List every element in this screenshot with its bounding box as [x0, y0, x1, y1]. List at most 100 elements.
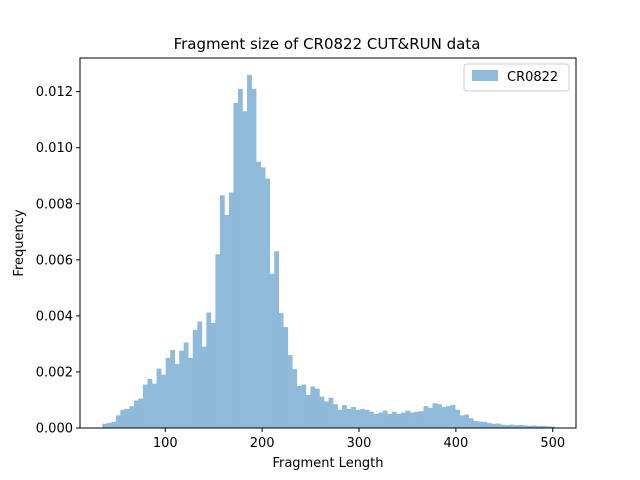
histogram-bar	[310, 386, 316, 428]
chart-title: Fragment size of CR0822 CUT&RUN data	[174, 35, 481, 53]
histogram-bar	[441, 406, 447, 428]
histogram-bar	[473, 420, 479, 428]
x-axis-ticks: 100 200 300 400 500	[153, 428, 565, 451]
histogram-bar	[518, 424, 524, 428]
histogram-bar	[482, 421, 488, 428]
histogram-bar	[133, 400, 139, 428]
histogram-bar	[432, 403, 438, 428]
y-tick-label: 0.006	[36, 253, 73, 268]
histogram-bar	[409, 412, 415, 428]
x-tick-label: 200	[250, 436, 275, 451]
histogram-bar	[504, 424, 510, 428]
y-tick-label: 0.012	[36, 85, 73, 100]
histogram-bar	[292, 369, 298, 428]
histogram-bar	[351, 406, 356, 428]
histogram-bar	[165, 357, 171, 428]
histogram-bar	[446, 406, 451, 428]
histogram-bar	[491, 423, 497, 428]
histogram-bar	[423, 406, 429, 428]
x-tick-label: 500	[540, 436, 565, 451]
histogram-bar	[242, 111, 248, 429]
histogram-bar	[323, 401, 329, 428]
histogram-bar	[450, 405, 456, 428]
histogram-bar	[142, 384, 148, 428]
histogram-bar	[333, 404, 338, 428]
histogram-bar	[156, 368, 162, 428]
histogram-bar	[197, 321, 203, 428]
histogram-bar	[138, 398, 144, 428]
histogram-bar	[373, 413, 379, 428]
histogram-bar	[396, 413, 402, 428]
y-axis-label: Frequency	[12, 209, 27, 276]
histogram-bar	[414, 411, 420, 428]
histogram-bar	[256, 161, 261, 428]
histogram-bar	[513, 425, 519, 428]
histogram-bar	[400, 412, 406, 428]
histogram-bar	[111, 421, 117, 428]
histogram-bar	[224, 214, 230, 428]
y-tick-label: 0.008	[36, 197, 73, 212]
histogram-bar	[369, 411, 375, 428]
histogram-bar	[464, 414, 470, 428]
y-tick-label: 0.010	[36, 141, 73, 156]
histogram-bar	[269, 273, 275, 428]
histogram-bar	[161, 374, 166, 428]
histogram-bar	[455, 409, 460, 428]
histogram-bar	[170, 350, 175, 428]
histogram-bar	[115, 415, 121, 428]
histogram-bar	[355, 409, 361, 428]
histogram-bar	[274, 251, 280, 428]
histogram-bar	[215, 254, 221, 428]
histogram-bar	[477, 421, 483, 428]
histogram-bar	[545, 426, 551, 428]
x-tick-label: 400	[443, 436, 468, 451]
histogram-bar	[238, 88, 243, 428]
y-tick-label: 0.000	[36, 422, 73, 437]
histogram-bar	[382, 410, 388, 428]
histogram-bar	[418, 411, 424, 428]
x-tick-label: 300	[347, 436, 372, 451]
histogram-bar	[328, 397, 334, 428]
x-axis-label: Fragment Length	[272, 456, 383, 471]
histogram-bar	[183, 342, 189, 428]
histogram-bar	[179, 350, 185, 428]
histogram-bar	[206, 312, 212, 428]
histogram-bar	[523, 425, 528, 428]
y-tick-label: 0.004	[36, 309, 73, 324]
histogram-bar	[342, 405, 347, 428]
histogram-bar	[360, 408, 365, 428]
histogram-bar	[251, 88, 257, 428]
histogram-bar	[296, 385, 302, 428]
histogram-bar	[319, 396, 325, 428]
histogram-bar	[283, 327, 289, 428]
plot-frame	[79, 57, 577, 429]
histogram-bar	[188, 357, 194, 428]
histogram-bar	[219, 195, 225, 428]
histogram-bar	[152, 383, 157, 428]
histogram-bar	[428, 407, 433, 428]
histogram-bar	[495, 423, 501, 428]
legend-label-cr0822: CR0822	[507, 70, 558, 85]
histogram-bar	[287, 355, 293, 428]
histogram-bar	[233, 102, 239, 429]
histogram-bar	[278, 313, 284, 428]
histogram-bar	[391, 411, 397, 428]
histogram-bar	[201, 346, 207, 428]
histogram-bar	[387, 413, 393, 428]
histogram-bar	[437, 404, 442, 428]
histogram-bar	[120, 409, 126, 428]
y-axis-ticks: 0.000 0.002 0.004 0.006 0.008 0.010 0.012	[36, 85, 80, 437]
histogram-bar	[459, 415, 465, 428]
histogram-bar	[536, 426, 542, 428]
histogram-bar	[129, 406, 135, 428]
histogram-bars	[102, 74, 555, 429]
histogram-bar	[247, 74, 252, 429]
y-tick-label: 0.002	[36, 365, 73, 380]
histogram-bar	[378, 412, 384, 428]
histogram-bar	[532, 425, 537, 428]
histogram-bar	[527, 425, 533, 428]
legend-swatch-cr0822	[472, 70, 498, 81]
histogram-bar	[192, 329, 198, 428]
legend: CR0822	[463, 63, 570, 92]
